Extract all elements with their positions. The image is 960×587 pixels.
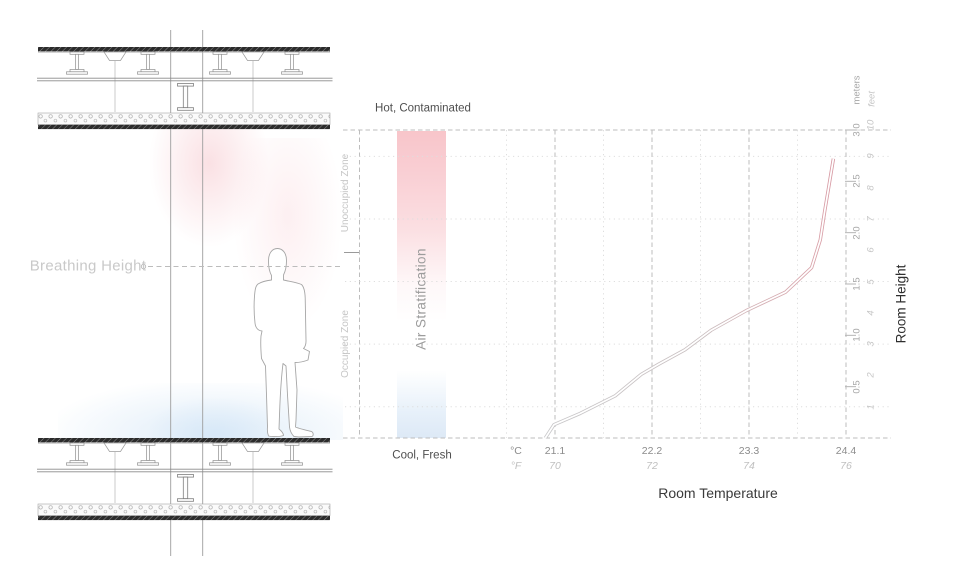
x-tick-celsius: 22.2 (641, 444, 663, 457)
y-tick-feet: 9 (865, 153, 877, 160)
feet-unit-label: feet (866, 91, 878, 107)
y-tick-meters: 2.0 (851, 226, 863, 240)
y-tick-meters: 0.5 (851, 380, 863, 394)
x-tick-fahrenheit: 76 (840, 459, 852, 472)
y-tick-feet: 5 (865, 278, 877, 285)
hot-contaminated-label: Hot, Contaminated (375, 102, 471, 115)
person-figure (253, 248, 314, 438)
x-tick-celsius: 24.4 (835, 444, 857, 457)
y-tick-meters: 2.5 (851, 174, 863, 188)
x-tick-fahrenheit: 74 (743, 459, 755, 472)
x-tick-fahrenheit: 70 (549, 459, 561, 472)
x-axis-title: Room Temperature (658, 485, 778, 501)
y-tick-feet: 10 (865, 119, 877, 131)
unoccupied-zone-label: Unoccupied Zone (340, 153, 351, 233)
temperature-chart (343, 129, 891, 439)
y-tick-feet: 6 (865, 247, 877, 253)
y-tick-feet: 4 (865, 310, 877, 316)
x-tick-fahrenheit: 72 (646, 459, 658, 472)
x-tick-celsius: 23.3 (738, 444, 760, 457)
y-tick-feet: 7 (865, 216, 877, 222)
y-tick-feet: 8 (865, 185, 877, 191)
air-stratification-label: Air Stratification (413, 248, 429, 350)
y-tick-meters: 1.0 (851, 328, 863, 342)
y-axis-title: Room Height (893, 264, 909, 344)
temperature-profile-curve (543, 158, 836, 439)
y-tick-meters: 3.0 (851, 123, 863, 137)
celsius-unit-label: °C (510, 444, 522, 457)
y-tick-meters: 1.5 (851, 277, 863, 291)
y-tick-feet: 2 (865, 372, 877, 379)
cool-fresh-label: Cool, Fresh (392, 449, 452, 462)
y-tick-feet: 1 (865, 404, 877, 410)
x-tick-celsius: 21.1 (544, 444, 566, 457)
fahrenheit-unit-label: °F (510, 459, 522, 472)
occupied-zone-label: Occupied Zone (340, 310, 351, 378)
air-stratification-gradient-bar (397, 131, 446, 438)
breathing-height-line (140, 263, 341, 270)
breathing-height-label: Breathing Height (29, 257, 147, 275)
floor-assembly (37, 438, 333, 520)
y-tick-feet: 3 (865, 341, 877, 347)
meters-unit-label: meters (851, 75, 863, 105)
ceiling-assembly (37, 47, 333, 129)
